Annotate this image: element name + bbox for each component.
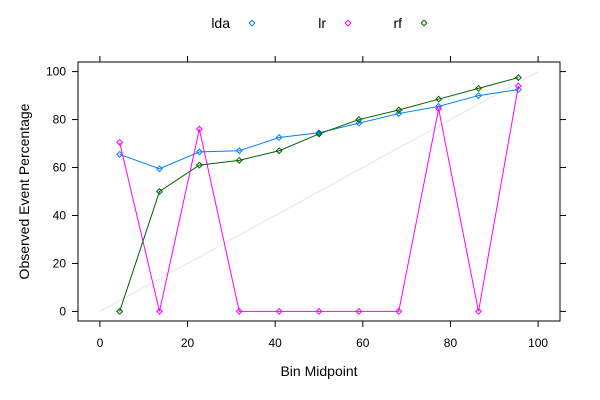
point-lda xyxy=(514,86,522,94)
point-lda xyxy=(275,134,283,142)
x-axis-label: Bin Midpoint xyxy=(280,363,357,379)
point-rf xyxy=(235,156,243,164)
point-lda xyxy=(315,129,323,137)
point-lr xyxy=(195,125,203,133)
plot-frame xyxy=(77,61,561,322)
point-lr xyxy=(155,307,164,315)
series-lda xyxy=(116,86,522,173)
series-line-lda xyxy=(119,89,519,170)
point-rf xyxy=(275,147,283,155)
point-lr xyxy=(514,82,522,90)
x-tick-label: 80 xyxy=(444,336,458,350)
series-line-lr xyxy=(119,85,519,312)
point-rf xyxy=(435,95,443,103)
series-rf xyxy=(116,74,522,315)
point-lr xyxy=(435,105,443,113)
point-lr xyxy=(315,307,323,315)
point-lda xyxy=(195,148,203,156)
x-tick-label: 0 xyxy=(97,336,104,350)
series-lr xyxy=(116,82,522,315)
x-tick-label: 40 xyxy=(269,336,283,350)
point-rf xyxy=(514,74,522,82)
point-lr xyxy=(474,307,483,315)
point-lda xyxy=(395,110,403,118)
y-tick-label: 60 xyxy=(53,161,67,175)
x-tick-label: 60 xyxy=(356,336,370,350)
point-lda xyxy=(355,119,363,127)
x-tick-label: 20 xyxy=(181,336,195,350)
y-tick-label: 40 xyxy=(53,208,67,222)
y-tick-label: 20 xyxy=(53,256,67,270)
series-line-rf xyxy=(119,77,519,312)
legend-marker-lda xyxy=(248,19,256,27)
point-rf xyxy=(155,187,164,196)
point-rf xyxy=(395,106,403,114)
legend-label-rf: rf xyxy=(393,15,402,31)
x-tick-label: 100 xyxy=(528,336,548,350)
legend: lda lr rf xyxy=(211,15,428,31)
point-rf xyxy=(355,116,363,124)
point-lda xyxy=(474,92,483,100)
legend-marker-lr xyxy=(344,19,352,27)
point-lr xyxy=(116,138,124,146)
point-lr xyxy=(275,307,283,315)
axes: 0 20 40 60 80 100 0 20 40 60 80 100 xyxy=(46,56,566,350)
point-rf xyxy=(195,161,203,169)
point-rf xyxy=(116,307,124,315)
y-tick-label: 80 xyxy=(53,113,67,127)
y-axis-label: Observed Event Percentage xyxy=(16,103,32,279)
reference-diagonal-line xyxy=(99,71,539,312)
y-tick-label: 100 xyxy=(46,65,66,79)
point-lda xyxy=(155,165,164,173)
y-tick-label: 0 xyxy=(59,304,66,318)
legend-marker-rf xyxy=(420,19,428,27)
plot-area xyxy=(99,71,539,315)
point-rf xyxy=(474,84,483,92)
legend-label-lr: lr xyxy=(318,15,326,31)
point-lr xyxy=(355,307,363,315)
point-lda xyxy=(235,147,243,155)
point-lr xyxy=(395,307,403,315)
point-rf xyxy=(315,130,323,138)
point-lr xyxy=(235,307,243,315)
legend-label-lda: lda xyxy=(211,15,230,31)
point-lda xyxy=(116,150,124,158)
